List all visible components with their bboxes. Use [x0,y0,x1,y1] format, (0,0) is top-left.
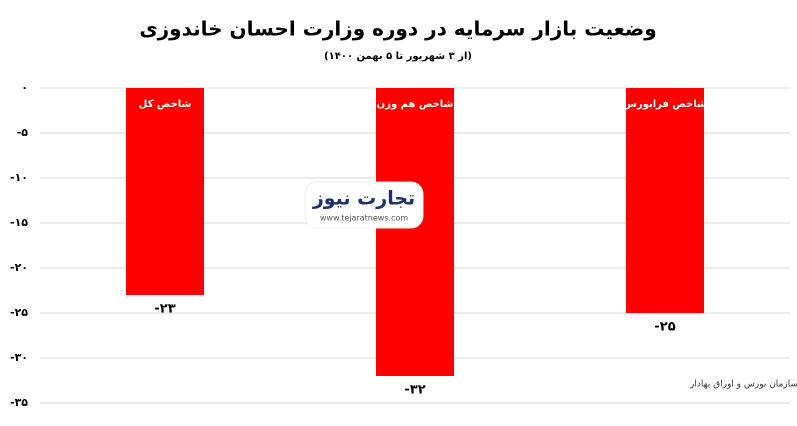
value-label: -۳۲ [404,383,425,398]
y-tick-label: -۳۵ [10,396,28,409]
y-tick-label: ۰ [21,81,28,94]
value-label: -۲۵ [654,320,675,335]
category-label: شاخص کل [139,99,192,110]
watermark-box [304,181,424,229]
y-tick-label: -۱۰ [10,171,28,184]
chart-subtitle: (از ۳ شهریور تا ۵ بهمن ۱۴۰۰) [324,51,472,62]
bar [376,88,454,376]
bar [126,88,204,295]
category-label: شاخص فرابورس [623,99,707,110]
y-tick-label: -۲۵ [10,306,28,319]
y-tick-label: -۵ [17,126,29,139]
bar [626,88,704,313]
watermark-logo: تجارت نیوز [312,188,415,210]
y-tick-label: -۱۵ [10,216,28,229]
source-note: منبع: سازمان بورس و اوراق بهادار [689,380,797,390]
category-label: شاخص هم وزن [377,99,454,110]
y-tick-label: -۲۰ [10,261,28,274]
watermark-url: www.tejaratnews.com [320,214,408,223]
chart-title: وضعیت بازار سرمایه در دوره وزارت احسان خ… [139,17,656,41]
value-label: -۲۳ [154,302,175,317]
y-tick-label: -۳۰ [10,351,28,364]
